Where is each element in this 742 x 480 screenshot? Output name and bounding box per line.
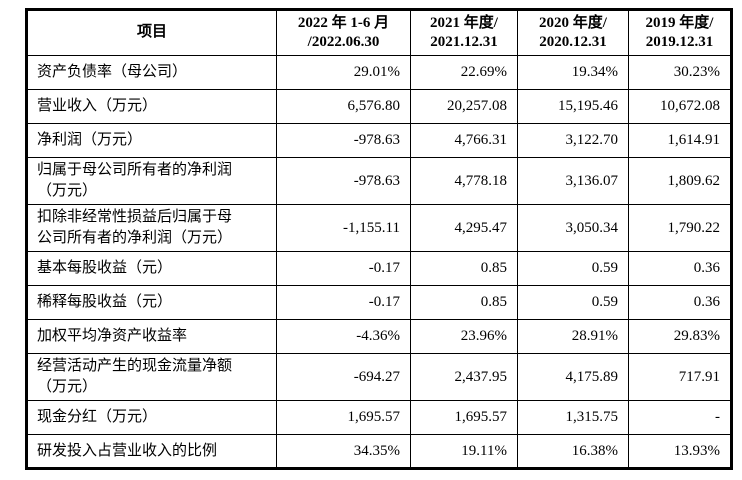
cell-value: 2,437.95 [410, 353, 518, 401]
cell-value: 23.96% [410, 319, 518, 354]
cell-value: -978.63 [276, 157, 411, 205]
row-label: 营业收入（万元） [26, 89, 277, 124]
cell-value: 1,315.75 [517, 400, 629, 435]
cell-value: 0.36 [628, 251, 732, 286]
table-row: 归属于母公司所有者的净利润 （万元） -978.63 4,778.18 3,136.0… [26, 157, 732, 205]
table-row: 现金分红（万元） 1,695.57 1,695.57 1,315.75- [26, 400, 732, 435]
column-header-2021: 2021 年度/ 2021.12.31 [410, 9, 518, 56]
cell-value: -978.63 [276, 123, 411, 158]
cell-value: -4.36% [276, 319, 411, 354]
column-header-item: 项目 [26, 9, 277, 56]
column-header-2022h1: 2022 年 1-6 月 /2022.06.30 [276, 9, 411, 56]
row-label: 现金分红（万元） [26, 400, 277, 435]
cell-value: 0.59 [517, 285, 629, 320]
table-row: 扣除非经常性损益后归属于母 公司所有者的净利润（万元） -1,155.11 4,29… [26, 204, 732, 252]
cell-value: 28.91% [517, 319, 629, 354]
table-row: 净利润（万元） -978.63 4,766.31 3,122.70 1,614.91 [26, 123, 732, 158]
cell-value: 0.85 [410, 251, 518, 286]
cell-value: 0.36 [628, 285, 732, 320]
cell-value: 10,672.08 [628, 89, 732, 124]
cell-value: 22.69% [410, 55, 518, 90]
cell-value: 6,576.80 [276, 89, 411, 124]
cell-value: 4,295.47 [410, 204, 518, 252]
row-label: 稀释每股收益（元） [26, 285, 277, 320]
cell-value: 29.01% [276, 55, 411, 90]
row-label: 净利润（万元） [26, 123, 277, 158]
cell-value: 1,790.22 [628, 204, 732, 252]
row-label: 基本每股收益（元） [26, 251, 277, 286]
row-label: 研发投入占营业收入的比例 [26, 434, 277, 469]
cell-value: -0.17 [276, 251, 411, 286]
cell-value: 4,778.18 [410, 157, 518, 205]
cell-value: 3,122.70 [517, 123, 629, 158]
cell-value: 4,766.31 [410, 123, 518, 158]
financial-summary-table: 项目 2022 年 1-6 月 /2022.06.30 2021 年度/ 202… [25, 8, 733, 470]
table-row: 研发投入占营业收入的比例 34.35% 19.11% 16.38% 13.93% [26, 434, 732, 469]
table-row: 经营活动产生的现金流量净额 （万元） -694.27 2,437.95 4,175.8… [26, 353, 732, 401]
cell-value: 3,050.34 [517, 204, 629, 252]
cell-value: -1,155.11 [276, 204, 411, 252]
cell-value: - [628, 400, 732, 435]
cell-value: 20,257.08 [410, 89, 518, 124]
cell-value: 16.38% [517, 434, 629, 469]
row-label: 归属于母公司所有者的净利润 （万元） [26, 157, 277, 205]
cell-value: -694.27 [276, 353, 411, 401]
row-label: 扣除非经常性损益后归属于母 公司所有者的净利润（万元） [26, 204, 277, 252]
table-row: 稀释每股收益（元） -0.17 0.85 0.59 0.36 [26, 285, 732, 320]
header-row: 项目 2022 年 1-6 月 /2022.06.30 2021 年度/ 202… [26, 9, 732, 56]
cell-value: -0.17 [276, 285, 411, 320]
table-row: 加权平均净资产收益率 -4.36% 23.96% 28.91% 29.83% [26, 319, 732, 354]
cell-value: 15,195.46 [517, 89, 629, 124]
cell-value: 3,136.07 [517, 157, 629, 205]
cell-value: 30.23% [628, 55, 732, 90]
cell-value: 1,809.62 [628, 157, 732, 205]
cell-value: 0.85 [410, 285, 518, 320]
cell-value: 1,614.91 [628, 123, 732, 158]
cell-value: 34.35% [276, 434, 411, 469]
table-row: 营业收入（万元） 6,576.80 20,257.08 15,195.46 10,672… [26, 89, 732, 124]
cell-value: 0.59 [517, 251, 629, 286]
cell-value: 13.93% [628, 434, 732, 469]
cell-value: 717.91 [628, 353, 732, 401]
cell-value: 1,695.57 [410, 400, 518, 435]
cell-value: 19.11% [410, 434, 518, 469]
row-label: 加权平均净资产收益率 [26, 319, 277, 354]
cell-value: 1,695.57 [276, 400, 411, 435]
cell-value: 4,175.89 [517, 353, 629, 401]
table-row: 基本每股收益（元） -0.17 0.85 0.59 0.36 [26, 251, 732, 286]
row-label: 经营活动产生的现金流量净额 （万元） [26, 353, 277, 401]
cell-value: 19.34% [517, 55, 629, 90]
row-label: 资产负债率（母公司） [26, 55, 277, 90]
column-header-2020: 2020 年度/ 2020.12.31 [517, 9, 629, 56]
column-header-2019: 2019 年度/ 2019.12.31 [628, 9, 732, 56]
table-row: 资产负债率（母公司） 29.01% 22.69% 19.34% 30.23% [26, 55, 732, 90]
cell-value: 29.83% [628, 319, 732, 354]
